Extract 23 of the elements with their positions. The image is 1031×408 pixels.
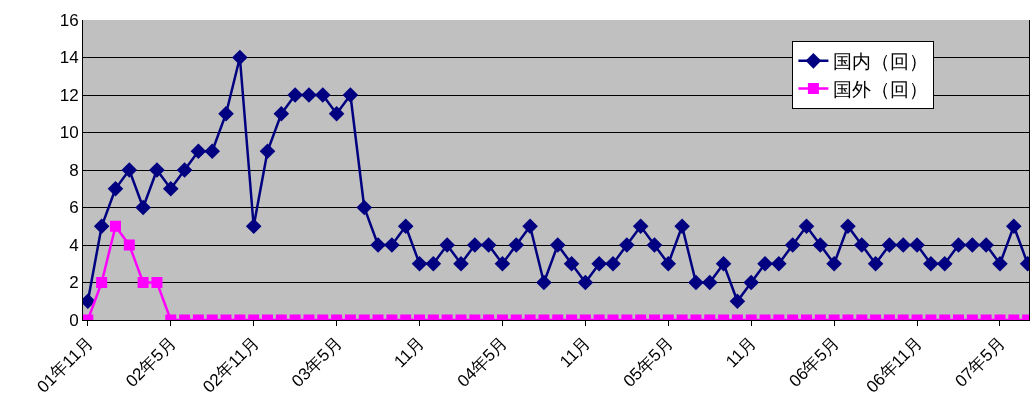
x-tick-label: 05年5月 [619, 333, 678, 391]
y-tick-label: 14 [59, 48, 79, 68]
x-tick-label: 11月 [722, 333, 761, 372]
y-tick-label: 12 [59, 85, 79, 105]
y-tick-label: 0 [69, 310, 79, 330]
y-tick-label: 16 [59, 10, 79, 30]
x-tick-label: 04年5月 [453, 333, 512, 391]
x-tick-label: 02年5月 [122, 333, 180, 391]
x-tick-label: 02年11月 [199, 333, 263, 397]
x-tick-label: 11月 [390, 333, 429, 372]
y-tick-label: 6 [69, 198, 79, 218]
y-tick-label: 8 [69, 160, 79, 180]
x-tick-label: 06年11月 [862, 333, 926, 397]
legend-label: 国外（回） [833, 78, 929, 100]
x-tick-label: 11月 [556, 333, 595, 372]
legend-label: 国内（回） [833, 51, 929, 73]
y-tick-label: 10 [59, 123, 79, 143]
x-tick-label: 06年5月 [785, 333, 843, 391]
x-tick-label: 03年5月 [287, 333, 346, 391]
y-tick-label: 2 [69, 273, 79, 293]
x-tick-label: 01年11月 [33, 333, 97, 397]
x-tick-label: 07年5月 [951, 333, 1009, 391]
y-tick-label: 4 [69, 235, 79, 255]
